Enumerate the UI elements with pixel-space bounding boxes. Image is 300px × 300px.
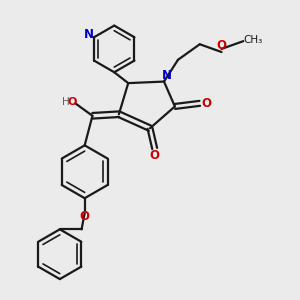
- Text: O: O: [80, 210, 90, 223]
- Text: O: O: [201, 97, 211, 110]
- Text: H: H: [62, 97, 70, 107]
- Text: N: N: [161, 70, 172, 83]
- Text: O: O: [68, 97, 77, 107]
- Text: O: O: [150, 149, 160, 162]
- Text: CH₃: CH₃: [243, 34, 262, 45]
- Text: O: O: [216, 39, 226, 52]
- Text: N: N: [83, 28, 93, 41]
